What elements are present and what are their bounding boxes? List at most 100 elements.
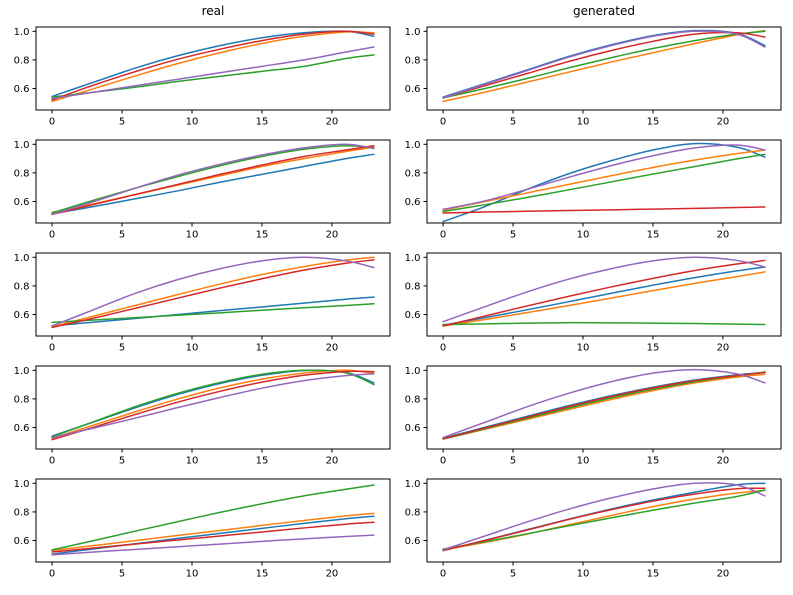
- x-tick-label: 20: [717, 456, 730, 467]
- y-tick-label: 0.6: [14, 84, 30, 95]
- line-green: [442, 489, 766, 550]
- y-tick-label: 0.8: [405, 394, 421, 405]
- x-tick-label: 5: [119, 569, 125, 580]
- y-tick-label: 0.8: [405, 507, 421, 518]
- y-tick-label: 0.6: [405, 197, 421, 208]
- x-tick-label: 20: [717, 230, 730, 241]
- line-purple: [442, 482, 766, 551]
- y-tick-label: 0.6: [14, 423, 30, 434]
- y-tick-label: 1.0: [405, 253, 421, 264]
- subplot-generated-row1: 0 5 10 15 20 0.6 0.8 1.0: [405, 26, 782, 128]
- axes-frame: [35, 478, 391, 563]
- x-tick-label: 20: [326, 343, 339, 354]
- x-tick-label: 20: [326, 117, 339, 128]
- x-tick-label: 20: [717, 117, 730, 128]
- column-title-real: real: [201, 4, 225, 18]
- line-blue: [51, 515, 375, 555]
- line-red: [442, 487, 766, 552]
- line-blue: [51, 296, 375, 327]
- x-tick-label: 5: [119, 343, 125, 354]
- line-red: [51, 521, 375, 553]
- y-tick-label: 0.6: [14, 197, 30, 208]
- y-tick-label: 1.0: [405, 140, 421, 151]
- y-tick-label: 1.0: [14, 366, 30, 377]
- subplot-generated-row5: 0 5 10 15 20 0.6 0.8 1.0: [405, 478, 782, 580]
- line-blue: [442, 266, 766, 327]
- line-green: [51, 369, 375, 438]
- x-tick-label: 5: [510, 117, 516, 128]
- x-tick-label: 10: [577, 456, 590, 467]
- subplot-real-row2: 0 5 10 15 20 0.6 0.8 1.0: [14, 139, 391, 241]
- x-tick-label: 0: [440, 117, 446, 128]
- y-tick-label: 0.6: [405, 536, 421, 547]
- x-tick-label: 15: [647, 343, 660, 354]
- line-green: [51, 144, 375, 214]
- y-tick-label: 0.8: [405, 281, 421, 292]
- x-tick-label: 5: [510, 456, 516, 467]
- y-tick-label: 1.0: [14, 140, 30, 151]
- y-tick-label: 0.8: [14, 394, 30, 405]
- y-tick-label: 1.0: [405, 479, 421, 490]
- line-purple: [442, 30, 766, 99]
- line-orange: [442, 149, 766, 211]
- plot-area: [442, 29, 766, 103]
- x-tick-label: 15: [256, 456, 269, 467]
- plot-area: [51, 484, 375, 556]
- y-tick-label: 1.0: [14, 479, 30, 490]
- x-tick-label: 5: [119, 230, 125, 241]
- x-tick-label: 10: [577, 230, 590, 241]
- plot-area: [51, 143, 375, 216]
- x-tick-label: 0: [49, 230, 55, 241]
- x-tick-label: 15: [647, 230, 660, 241]
- line-red: [51, 30, 375, 101]
- x-tick-label: 0: [440, 569, 446, 580]
- plot-area: [51, 369, 375, 441]
- x-tick-label: 0: [440, 230, 446, 241]
- subplot-real-row1: 0 5 10 15 20 0.6 0.8 1.0: [14, 26, 391, 128]
- x-tick-label: 15: [647, 456, 660, 467]
- line-green: [442, 153, 766, 213]
- y-tick-label: 0.6: [405, 310, 421, 321]
- line-red: [51, 259, 375, 329]
- line-green: [442, 371, 766, 440]
- x-tick-label: 15: [256, 569, 269, 580]
- x-tick-label: 20: [326, 569, 339, 580]
- y-tick-label: 0.8: [14, 507, 30, 518]
- x-tick-label: 15: [647, 117, 660, 128]
- y-tick-label: 1.0: [14, 27, 30, 38]
- x-tick-label: 5: [119, 456, 125, 467]
- plot-area: [442, 256, 766, 327]
- x-tick-label: 20: [717, 569, 730, 580]
- subplot-real-row4: 0 5 10 15 20 0.6 0.8 1.0: [14, 365, 391, 467]
- y-tick-label: 0.6: [14, 536, 30, 547]
- x-tick-label: 5: [510, 569, 516, 580]
- line-orange: [442, 29, 766, 103]
- line-purple: [51, 256, 375, 327]
- axes-frame: [426, 365, 782, 450]
- x-tick-label: 20: [326, 230, 339, 241]
- x-tick-label: 10: [186, 230, 199, 241]
- x-tick-label: 0: [440, 343, 446, 354]
- axes-frame: [35, 252, 391, 337]
- x-tick-label: 10: [186, 569, 199, 580]
- y-tick-label: 0.8: [14, 55, 30, 66]
- axes-frame: [426, 139, 782, 224]
- plot-area: [51, 256, 375, 329]
- plot-area: [442, 142, 766, 223]
- x-tick-label: 5: [510, 230, 516, 241]
- x-tick-label: 15: [256, 230, 269, 241]
- line-red: [442, 31, 766, 99]
- y-tick-label: 0.8: [405, 168, 421, 179]
- line-blue: [51, 153, 375, 215]
- x-tick-label: 15: [256, 117, 269, 128]
- plot-area: [51, 30, 375, 103]
- axes-frame: [426, 26, 782, 111]
- y-tick-label: 1.0: [405, 27, 421, 38]
- y-tick-label: 0.6: [14, 310, 30, 321]
- line-purple: [442, 256, 766, 323]
- axes-frame: [426, 478, 782, 563]
- subplot-generated-row3: 0 5 10 15 20 0.6 0.8 1.0: [405, 252, 782, 354]
- line-green: [442, 30, 766, 99]
- axes-frame: [426, 252, 782, 337]
